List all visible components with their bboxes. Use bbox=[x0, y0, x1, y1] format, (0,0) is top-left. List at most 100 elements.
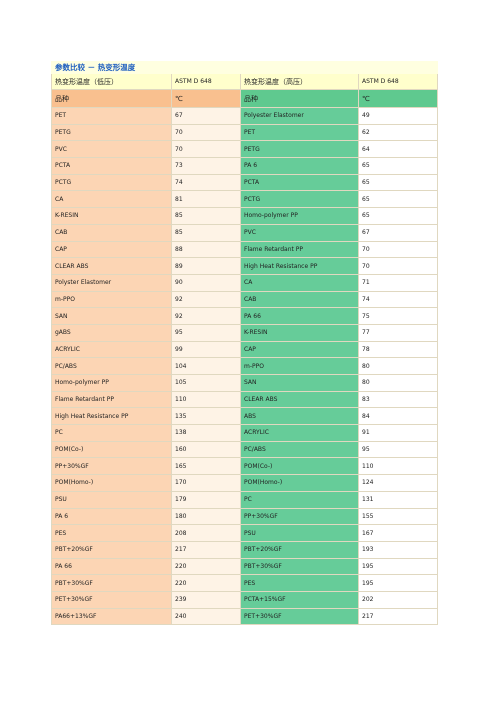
data-row-cell: ACRYLIC bbox=[51, 340, 172, 359]
data-row-cell: 81 bbox=[171, 190, 241, 209]
data-row: K-RESIN 85 Homo-polymer PP 65 bbox=[51, 207, 439, 225]
data-row-cell: 179 bbox=[171, 490, 241, 509]
data-row-cell: CAP bbox=[240, 340, 359, 359]
data-row: PA66+13%GF 240 PET+30%GF 217 bbox=[51, 607, 439, 626]
table-body: 参数比较 － 热变形温度 热变形温度（低压） ASTM D 648 热变形温度（高压… bbox=[50, 61, 439, 626]
data-row-cell: PA 66 bbox=[51, 557, 172, 576]
data-row-cell: 155 bbox=[357, 507, 439, 526]
header-row: 热变形温度（低压） ASTM D 648 热变形温度（高压） ASTM D 648 bbox=[51, 73, 439, 90]
data-row-cell: PET bbox=[51, 107, 172, 125]
data-row-cell: CLEAR ABS bbox=[240, 390, 359, 409]
data-row-cell: 239 bbox=[171, 590, 241, 609]
data-row-cell: 65 bbox=[357, 190, 439, 209]
data-row-cell: 49 bbox=[357, 107, 439, 125]
data-row-cell: 104 bbox=[171, 357, 241, 375]
data-row-cell: 110 bbox=[171, 390, 241, 409]
data-row-cell: POM(Homo-) bbox=[240, 474, 359, 492]
data-row-cell: 165 bbox=[171, 457, 241, 476]
data-row: ACRYLIC 99 CAP 78 bbox=[51, 340, 439, 359]
data-row: gABS 95 K-RESIN 77 bbox=[51, 323, 439, 342]
data-row: m-PPO 92 CAB 74 bbox=[51, 290, 439, 309]
data-row-cell: CAB bbox=[240, 290, 359, 309]
data-row-cell: PES bbox=[240, 574, 359, 592]
data-row: POM(Homo-) 170 POM(Homo-) 124 bbox=[51, 474, 439, 492]
header-row-cell: 热变形温度（高压） bbox=[240, 73, 359, 90]
data-row-cell: 83 bbox=[357, 390, 439, 409]
data-row-cell: PETG bbox=[51, 123, 172, 142]
data-row-cell: PVC bbox=[240, 223, 359, 242]
data-row-cell: Polyster Elastomer bbox=[51, 273, 172, 292]
data-row-cell: 180 bbox=[171, 507, 241, 526]
data-row-cell: PA66+13%GF bbox=[51, 607, 172, 626]
data-row-cell: 90 bbox=[171, 273, 241, 292]
data-row-cell: gABS bbox=[51, 323, 172, 342]
data-row: PCTG 74 PCTA 65 bbox=[51, 173, 439, 192]
data-row: PP+30%GF 165 POM(Co-) 110 bbox=[51, 457, 439, 476]
data-row-cell: PET+30%GF bbox=[51, 590, 172, 609]
data-row-cell: PBT+30%GF bbox=[51, 574, 172, 592]
subheader-row-cell: ℃ bbox=[171, 89, 241, 108]
data-row-cell: 62 bbox=[357, 123, 439, 142]
data-row-cell: m-PPO bbox=[240, 357, 359, 375]
data-row-cell: SAN bbox=[51, 307, 172, 325]
data-row: POM(Co-) 160 PC/ABS 95 bbox=[51, 440, 439, 459]
data-row-cell: 99 bbox=[171, 340, 241, 359]
data-row-cell: CLEAR ABS bbox=[51, 257, 172, 275]
data-row-cell: 89 bbox=[171, 257, 241, 275]
data-row-cell: 95 bbox=[171, 323, 241, 342]
data-row-cell: K-RESIN bbox=[51, 207, 172, 225]
data-row-cell: 74 bbox=[357, 290, 439, 309]
data-row: PVC 70 PETG 64 bbox=[51, 140, 439, 159]
data-row-cell: 80 bbox=[357, 357, 439, 375]
data-row: CLEAR ABS 89 High Heat Resistance PP 70 bbox=[51, 257, 439, 275]
data-row-cell: 65 bbox=[357, 157, 439, 175]
data-row-cell: CA bbox=[240, 273, 359, 292]
header-row-cell: ASTM D 648 bbox=[171, 73, 241, 90]
data-row-cell: 70 bbox=[171, 123, 241, 142]
data-row-cell: PA 6 bbox=[51, 507, 172, 526]
data-row-cell: m-PPO bbox=[51, 290, 172, 309]
data-row-cell: PET bbox=[240, 123, 359, 142]
data-row-cell: 195 bbox=[357, 574, 439, 592]
data-row-cell: PP+30%GF bbox=[51, 457, 172, 476]
data-row-cell: PC/ABS bbox=[51, 357, 172, 375]
data-row-cell: 78 bbox=[357, 340, 439, 359]
data-row-cell: PP+30%GF bbox=[240, 507, 359, 526]
data-row: Flame Retardant PP 110 CLEAR ABS 83 bbox=[51, 390, 439, 409]
data-row-cell: 85 bbox=[171, 223, 241, 242]
data-row-cell: 74 bbox=[171, 173, 241, 192]
data-row-cell: Polyester Elastomer bbox=[240, 107, 359, 125]
data-row-cell: PCTG bbox=[51, 173, 172, 192]
subheader-row-cell: ℃ bbox=[357, 89, 439, 108]
data-row-cell: 160 bbox=[171, 440, 241, 459]
data-row: PETG 70 PET 62 bbox=[51, 123, 439, 142]
data-row: PCTA 73 PA 6 65 bbox=[51, 157, 439, 175]
data-row-cell: 91 bbox=[357, 424, 439, 442]
data-row-cell: 208 bbox=[171, 524, 241, 542]
data-row: PC 138 ACRYLIC 91 bbox=[51, 424, 439, 442]
data-row-cell: PC/ABS bbox=[240, 440, 359, 459]
data-row: PC/ABS 104 m-PPO 80 bbox=[51, 357, 439, 375]
data-row-cell: 131 bbox=[357, 490, 439, 509]
data-row-cell: 240 bbox=[171, 607, 241, 626]
data-row: CAP 88 Flame Retardant PP 70 bbox=[51, 240, 439, 259]
data-row-cell: CAP bbox=[51, 240, 172, 259]
data-row: PBT+30%GF 220 PES 195 bbox=[51, 574, 439, 592]
data-row-cell: 217 bbox=[357, 607, 439, 626]
data-row-cell: 70 bbox=[357, 240, 439, 259]
table-title: 参数比较 － 热变形温度 bbox=[50, 61, 439, 74]
data-row-cell: 135 bbox=[171, 407, 241, 426]
data-row-cell: 67 bbox=[171, 107, 241, 125]
data-row-cell: 75 bbox=[357, 307, 439, 325]
data-row-cell: 85 bbox=[171, 207, 241, 225]
data-row: High Heat Resistance PP 135 ABS 84 bbox=[51, 407, 439, 426]
data-row-cell: 220 bbox=[171, 557, 241, 576]
data-row: CAB 85 PVC 67 bbox=[51, 223, 439, 242]
data-row-cell: 65 bbox=[357, 207, 439, 225]
data-row-cell: 110 bbox=[357, 457, 439, 476]
data-row-cell: 220 bbox=[171, 574, 241, 592]
data-row-cell: 80 bbox=[357, 374, 439, 392]
data-row-cell: PBT+30%GF bbox=[240, 557, 359, 576]
data-row: PSU 179 PC 131 bbox=[51, 490, 439, 509]
data-row-cell: 65 bbox=[357, 173, 439, 192]
